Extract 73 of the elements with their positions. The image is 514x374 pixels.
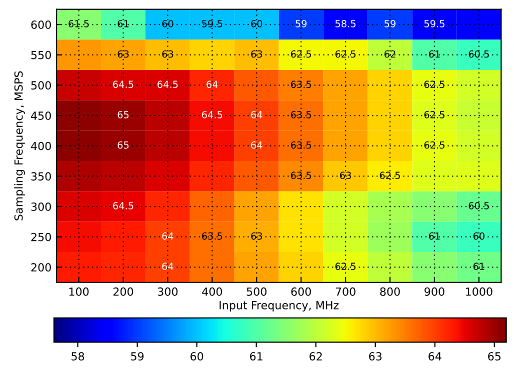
y-axis-title: Sampling Frequency, MSPS <box>14 71 25 220</box>
annotation: 59 <box>384 20 396 28</box>
annotation: 63 <box>251 50 262 58</box>
annotation: 63.5 <box>290 110 312 118</box>
color-bar-label: 62 <box>310 352 322 361</box>
y-tick-label: 250 <box>31 232 51 242</box>
annotation: 61 <box>118 20 129 28</box>
y-tick-label: 450 <box>31 112 51 120</box>
y-tick-label: 550 <box>31 50 51 60</box>
y-tick-label: 500 <box>31 81 51 90</box>
annotation: 62 <box>384 50 396 58</box>
annotation: 60 <box>162 20 174 28</box>
x-tick-label: 200 <box>113 287 134 296</box>
annotation: 60.5 <box>468 50 489 58</box>
annotation: 58.5 <box>335 20 356 28</box>
annotation: 64 <box>251 141 262 149</box>
color-bar-label: 60 <box>190 352 204 361</box>
annotation: 61 <box>473 262 484 270</box>
x-tick-label: 400 <box>202 287 222 296</box>
annotation: 62.5 <box>424 141 444 149</box>
annotation: 63.5 <box>290 80 312 88</box>
annotation: 64 <box>251 110 262 118</box>
annotation: 63 <box>340 172 351 180</box>
annotation: 64.5 <box>113 202 134 210</box>
y-tick-label: 300 <box>31 202 51 211</box>
y-tick-label: 600 <box>31 20 51 29</box>
color-bar-label: 58 <box>72 352 84 361</box>
color-bar-label: 63 <box>369 352 382 361</box>
annotation: 63.5 <box>290 172 312 180</box>
annotation: 64.5 <box>113 80 134 88</box>
annotation: 64 <box>162 232 174 240</box>
annotation: 59 <box>296 20 307 28</box>
y-tick-label: 400 <box>31 142 51 150</box>
annotation: 63 <box>118 50 129 58</box>
x-tick-label: 1000 <box>466 287 492 296</box>
annotation: 62.5 <box>380 172 400 180</box>
x-tick-label: 700 <box>336 287 356 296</box>
annotation: 63.5 <box>202 232 222 240</box>
x-tick-label: 900 <box>424 287 444 296</box>
annotation: 63 <box>162 50 174 58</box>
annotation: 60.5 <box>468 202 489 210</box>
annotation: 61 <box>428 232 440 240</box>
y-tick-label: 200 <box>31 263 51 272</box>
annotation: 64.5 <box>158 80 178 88</box>
color-bar-label: 59 <box>131 352 144 361</box>
annotation: 62.5 <box>290 50 312 58</box>
color-bar-label: 61 <box>250 352 262 361</box>
color-bar-label: 65 <box>488 352 500 361</box>
annotation: 65 <box>118 141 129 149</box>
annotation: 62.5 <box>424 110 444 118</box>
y-tick-label: 350 <box>31 172 51 181</box>
annotation: 64.5 <box>202 110 222 118</box>
x-tick-label: 600 <box>291 287 311 296</box>
annotation: 59.5 <box>202 20 222 28</box>
x-tick-label: 100 <box>69 287 89 296</box>
annotation: 60 <box>251 20 262 28</box>
color-bar-label: 64 <box>428 352 442 361</box>
annotation: 59.5 <box>424 20 444 28</box>
annotation: 60 <box>473 232 484 240</box>
x-tick-label: 800 <box>380 287 400 296</box>
x-tick-label: 300 <box>158 287 178 296</box>
annotation: 62.5 <box>424 80 444 88</box>
annotation: 62.5 <box>335 50 356 58</box>
annotation: 64 <box>206 80 218 88</box>
x-tick-label: 500 <box>246 287 266 296</box>
annotation: 61.5 <box>68 20 89 28</box>
annotation: 63.5 <box>290 141 312 149</box>
annotation: 61 <box>428 50 440 58</box>
annotation: 63 <box>251 232 262 240</box>
annotation: 64 <box>162 262 174 270</box>
annotation: 65 <box>118 110 129 118</box>
x-axis-title: Input Frequency, MHz <box>220 301 339 312</box>
annotation: 62.5 <box>335 262 356 270</box>
